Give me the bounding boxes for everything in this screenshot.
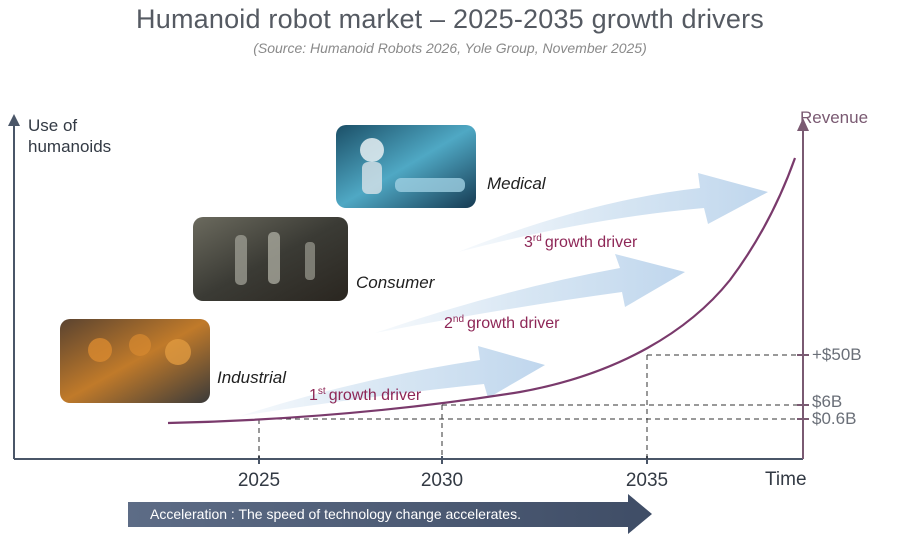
- medical-robot-image: [336, 125, 476, 208]
- chart-source: (Source: Humanoid Robots 2026, Yole Grou…: [253, 40, 647, 56]
- segment-industrial: Industrial: [60, 319, 287, 403]
- driver-sup-1: st: [318, 386, 326, 397]
- driver-label-2: 2nd growth driver: [444, 314, 560, 332]
- driver-ordinal-1: 1: [309, 387, 318, 404]
- growth-arrow-1: [240, 346, 545, 416]
- driver-label-3: 3rd growth driver: [524, 233, 638, 251]
- medical-image-detail: [362, 162, 382, 194]
- right-axis-title: Revenue: [800, 108, 868, 127]
- industrial-image-detail: [165, 339, 191, 365]
- driver-text-3: growth driver: [545, 234, 638, 251]
- driver-sup-3: rd: [533, 233, 542, 244]
- medical-image-detail: [395, 178, 465, 192]
- revenue-markers: $0.6B $6B +$50B: [797, 345, 862, 428]
- industrial-robots-image: [60, 319, 210, 403]
- driver-label-1: 1st growth driver: [309, 386, 422, 404]
- x-ticks: 2025 2030 2035: [238, 456, 668, 491]
- left-axis-arrowhead: [8, 114, 20, 126]
- left-axis-title-line2: humanoids: [28, 137, 111, 156]
- x-tick-label-2035: 2035: [626, 470, 668, 491]
- x-tick-label-2030: 2030: [421, 470, 463, 491]
- chart-title: Humanoid robot market – 2025-2035 growth…: [136, 4, 764, 34]
- driver-sup-2: nd: [453, 314, 464, 325]
- acceleration-arrow: [128, 494, 652, 534]
- driver-text-1: growth driver: [329, 387, 422, 404]
- consumer-image-detail: [235, 235, 247, 285]
- revenue-curve: [167, 157, 797, 425]
- driver-ordinal-3: 3: [524, 234, 533, 251]
- segment-label-consumer: Consumer: [356, 273, 436, 292]
- segment-consumer: Consumer: [193, 217, 436, 301]
- acceleration-text: Acceleration : The speed of technology c…: [150, 506, 521, 522]
- industrial-image-detail: [88, 338, 112, 362]
- acceleration-banner: Acceleration : The speed of technology c…: [128, 494, 652, 534]
- medical-image-detail: [360, 138, 384, 162]
- segment-medical: Medical: [336, 125, 547, 208]
- driver-text-2: growth driver: [467, 315, 560, 332]
- consumer-image-detail: [305, 242, 315, 280]
- revenue-guides: [258, 354, 803, 459]
- revenue-label-2030: $6B: [812, 392, 842, 411]
- x-axis-title: Time: [765, 469, 807, 490]
- revenue-label-2035: +$50B: [812, 345, 862, 364]
- right-axis-arrowhead: [797, 118, 809, 131]
- left-axis-title-line1: Use of: [28, 116, 77, 135]
- growth-arrow-2: [375, 254, 685, 333]
- consumer-image-detail: [268, 232, 280, 284]
- revenue-label-2025: $0.6B: [812, 409, 856, 428]
- industrial-image-detail: [129, 334, 151, 356]
- segment-label-industrial: Industrial: [217, 368, 287, 387]
- segment-label-medical: Medical: [487, 174, 547, 193]
- x-tick-label-2025: 2025: [238, 470, 280, 491]
- growth-arrow-3: [458, 173, 768, 252]
- driver-ordinal-2: 2: [444, 315, 453, 332]
